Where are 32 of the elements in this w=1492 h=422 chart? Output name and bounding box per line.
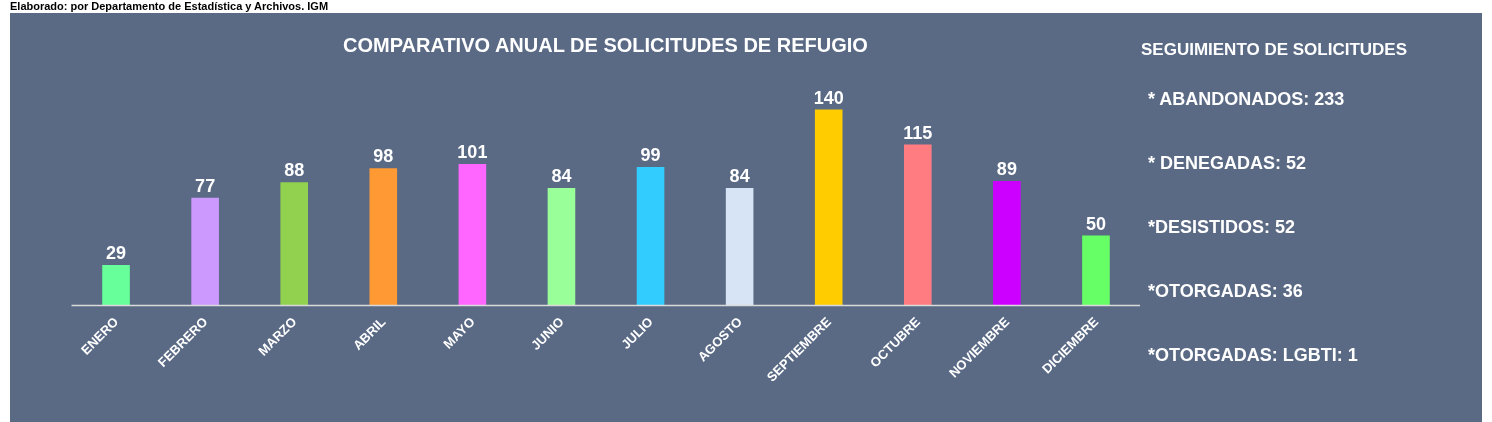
data-label: 29 — [106, 242, 127, 263]
bar — [725, 187, 754, 306]
data-label: 84 — [551, 165, 572, 186]
text: * DENEGADAS: 52 — [1148, 153, 1307, 173]
bar — [369, 168, 398, 306]
bar — [993, 180, 1021, 306]
text: SEGUIMIENTO DE SOLICITUDES — [1141, 40, 1408, 59]
text: *OTORGADAS: 36 — [1148, 281, 1303, 301]
bar — [1082, 235, 1110, 306]
text: *OTORGADAS: LGBTI: 1 — [1148, 345, 1358, 365]
data-label: 88 — [284, 160, 305, 181]
data-label: 84 — [729, 165, 750, 186]
bar — [636, 166, 665, 306]
text: * ABANDONADOS: 233 — [1148, 89, 1345, 109]
data-label: 50 — [1085, 213, 1106, 234]
bar — [102, 264, 130, 306]
bar — [191, 197, 219, 306]
data-label: 98 — [373, 146, 394, 167]
bar — [280, 182, 309, 306]
data-label: 89 — [996, 158, 1017, 179]
bar — [458, 164, 487, 306]
data-label: 115 — [903, 122, 933, 143]
text: Elaborado: por Departamento de Estadística y Archivos. IGM — [10, 0, 329, 12]
chart-title: COMPARATIVO ANUAL DE SOLICITUDES DE REFUGIO — [343, 33, 868, 56]
bar — [814, 109, 843, 306]
data-label: 140 — [813, 87, 844, 108]
text: *DESISTIDOS: 52 — [1148, 217, 1296, 237]
data-label: 101 — [457, 142, 488, 163]
data-label: 99 — [640, 144, 661, 165]
bar — [903, 144, 932, 306]
data-label: 77 — [195, 175, 216, 196]
bar — [547, 187, 576, 306]
